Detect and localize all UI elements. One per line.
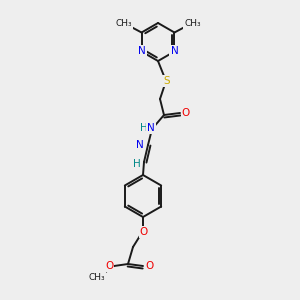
Text: N: N	[138, 46, 146, 56]
Text: N: N	[171, 46, 178, 56]
Text: N: N	[147, 123, 155, 133]
Text: S: S	[164, 76, 170, 86]
Text: O: O	[105, 261, 113, 271]
Text: H: H	[140, 123, 148, 133]
Text: CH₃: CH₃	[89, 272, 105, 281]
Text: CH₃: CH₃	[184, 19, 201, 28]
Text: CH₃: CH₃	[115, 19, 132, 28]
Text: H: H	[133, 159, 141, 169]
Text: O: O	[140, 227, 148, 237]
Text: O: O	[145, 261, 153, 271]
Text: N: N	[136, 140, 144, 150]
Text: O: O	[182, 108, 190, 118]
